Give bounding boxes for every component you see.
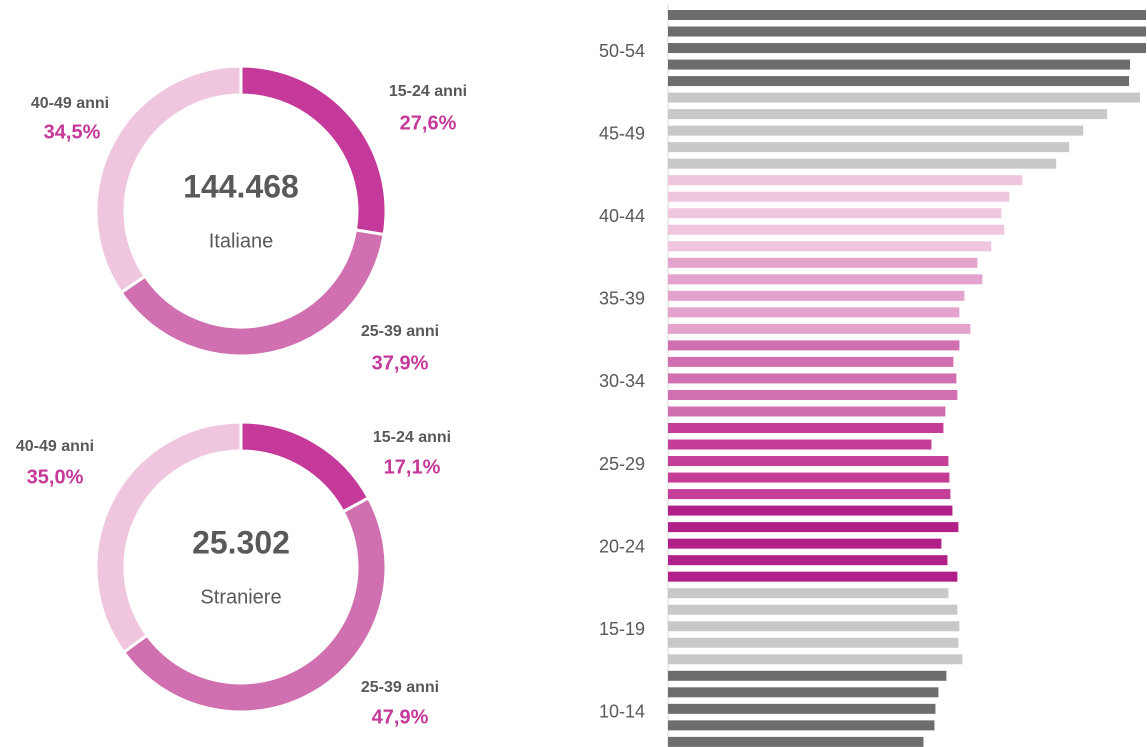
bar [668,406,946,417]
center-value: 25.302 [192,524,290,560]
bar [668,571,958,582]
slice-label: 15-24 anni [389,83,467,100]
bar [668,323,971,334]
bar [668,703,936,714]
donut-slice [121,495,388,714]
bar [668,257,978,268]
bar [668,241,992,252]
bar [668,389,958,400]
bar [668,654,963,665]
bar [668,736,924,747]
y-tick-label: 15-19 [599,619,645,639]
bar [668,92,1141,103]
slice-label: 25-39 anni [361,679,439,696]
bar [668,191,1010,202]
donut-slice [239,420,371,514]
bar [668,290,965,301]
bar [668,423,944,433]
center-label: Straniere [200,586,281,608]
bar [668,637,959,648]
y-tick-label: 20-24 [599,536,645,556]
center-label: Italiane [209,230,274,252]
slice-label: 40-49 anni [16,438,94,455]
bar [668,26,1147,37]
donut-slice [94,64,243,295]
donut-slice [239,64,388,237]
slice-label: 40-49 anni [31,95,109,112]
center-value: 144.468 [183,168,299,204]
bar [668,10,1147,20]
slice-value-label: 17,1% [384,456,441,478]
bar [668,373,957,384]
bar [668,670,947,681]
bar [668,175,1023,186]
y-tick-label: 10-14 [599,702,645,722]
bar [668,687,939,698]
bar [668,274,983,285]
bar [668,307,960,318]
bar [668,472,950,483]
slice-value-label: 37,9% [372,352,429,374]
slice-value-label: 35,0% [27,466,84,488]
bar [668,43,1147,54]
bar [668,505,953,516]
bar [668,340,960,351]
bar [668,439,932,450]
bar [668,76,1130,87]
bar [668,720,935,731]
bar [668,158,1057,169]
bar [668,356,954,367]
y-tick-label: 40-44 [599,206,645,226]
bar [668,125,1084,136]
bar [668,208,1002,219]
bar [668,588,949,599]
bar [668,142,1070,153]
bar [668,489,951,500]
bar [668,604,958,615]
bar [668,59,1131,70]
y-tick-label: 45-49 [599,123,645,143]
bar [668,621,960,632]
bar [668,224,1005,235]
slice-value-label: 34,5% [44,121,101,143]
slice-value-label: 27,6% [400,112,457,134]
bar [668,522,959,533]
y-tick-label: 35-39 [599,289,645,309]
slice-label: 25-39 anni [361,323,439,340]
y-tick-label: 50-54 [599,41,645,61]
donut-slice [94,420,243,655]
bar [668,109,1108,120]
bar [668,555,948,566]
bar [668,456,949,467]
y-tick-label: 30-34 [599,371,645,391]
slice-value-label: 47,9% [372,706,429,728]
bar [668,538,942,549]
slice-label: 15-24 anni [373,429,451,446]
y-tick-label: 25-29 [599,454,645,474]
